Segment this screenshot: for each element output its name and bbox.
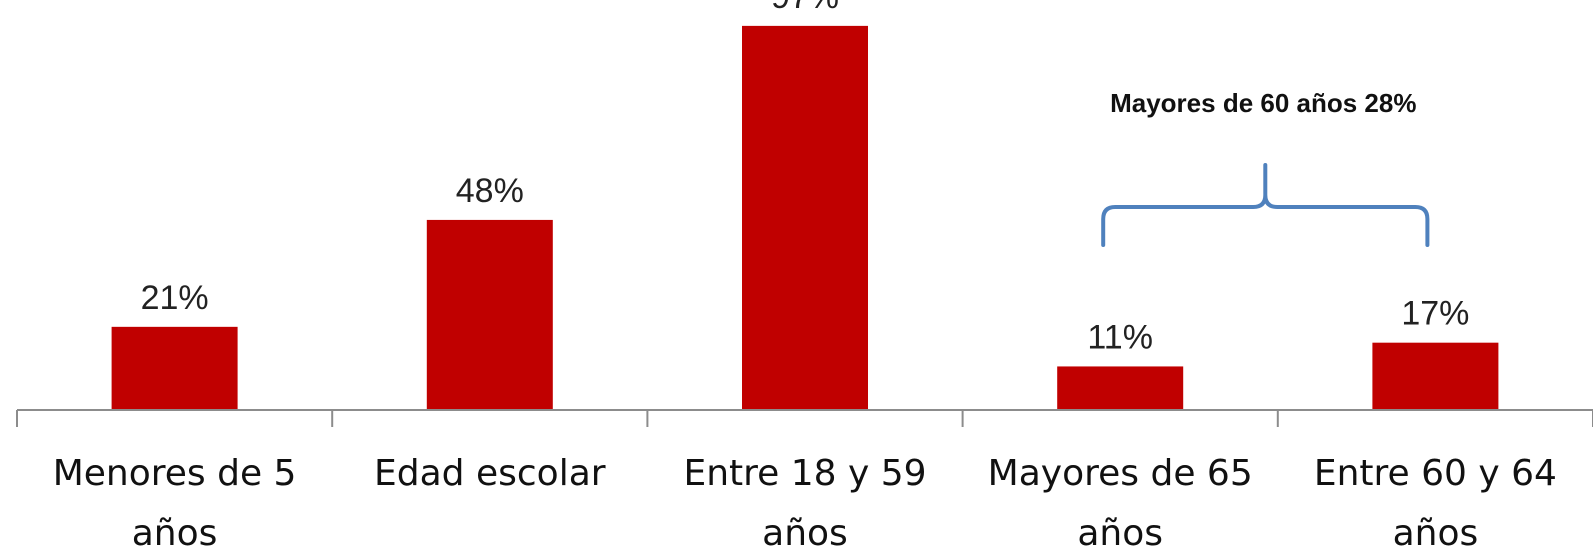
x-axis [16,409,1593,427]
value-label-1: 21% [141,279,209,317]
bar-1 [111,326,238,410]
category-label-3: Entre 18 y 59 años [683,453,926,554]
curly-bracket [1101,163,1430,247]
bar-2 [426,219,553,410]
bars-group [111,25,1499,410]
bar-4 [1057,366,1184,410]
bar-3 [742,25,868,410]
bar-5 [1372,342,1499,410]
category-labels-group: Menores de 5 años Edad escolar Entre 18 y 5… [53,453,1557,554]
category-label-5: Entre 60 y 64 años [1314,453,1557,554]
category-label-4: Mayores de 65 años [988,453,1253,554]
category-label-2: Edad escolar [374,453,606,494]
value-label-4: 11% [1087,318,1153,356]
value-labels-group: 21% 48% 97% 11% 17% [141,0,1470,356]
category-label-1: Menores de 5 años [53,453,297,554]
annotation-group: Mayores de 60 años 28% [1101,88,1430,247]
annotation-label: Mayores de 60 años 28% [1110,88,1416,118]
value-label-5: 17% [1401,295,1469,333]
value-label-3: 97% [771,0,839,16]
value-label-2: 48% [456,172,524,210]
